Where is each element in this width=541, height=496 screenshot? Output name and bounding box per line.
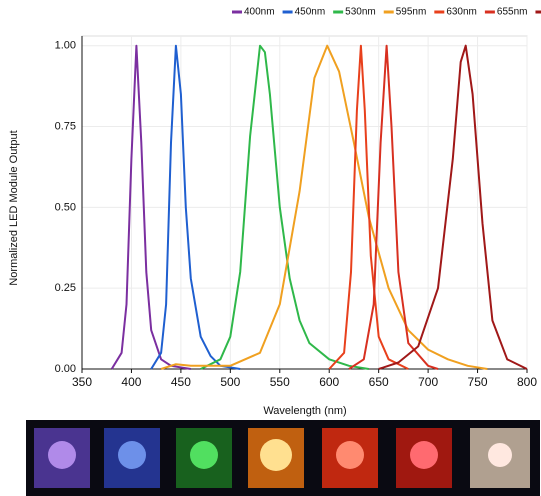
- legend-label: 400nm: [244, 7, 275, 18]
- legend-label: 450nm: [295, 7, 326, 18]
- series-line: [110, 44, 191, 370]
- x-tick-label: 750: [468, 375, 488, 389]
- plot-area: [81, 35, 528, 370]
- y-tick-label: 1.00: [55, 40, 76, 52]
- series-line: [200, 44, 369, 370]
- y-tick-label: 0.00: [55, 363, 76, 375]
- x-tick-label: 600: [319, 375, 339, 389]
- series-line: [150, 44, 241, 370]
- y-axis-label: Normalized LED Module Output: [8, 130, 20, 285]
- x-tick-label: 350: [72, 375, 92, 389]
- x-axis-label: Wavelength (nm): [263, 405, 346, 417]
- series-line: [348, 44, 439, 370]
- series-line: [328, 44, 409, 370]
- photo-strip: [26, 420, 540, 496]
- x-tick-label: 500: [220, 375, 240, 389]
- y-tick-label: 0.50: [55, 201, 76, 213]
- x-tick-label: 450: [171, 375, 191, 389]
- legend-label: 630nm: [446, 7, 477, 18]
- x-tick-label: 400: [121, 375, 141, 389]
- series-line: [160, 44, 488, 370]
- x-tick-label: 800: [517, 375, 537, 389]
- series-line: [378, 44, 528, 370]
- x-tick-label: 550: [270, 375, 290, 389]
- legend-label: 655nm: [497, 7, 528, 18]
- x-tick-label: 700: [418, 375, 438, 389]
- x-tick-label: 650: [369, 375, 389, 389]
- y-tick-label: 0.75: [55, 120, 76, 132]
- y-tick-label: 0.25: [55, 282, 76, 294]
- legend-label: 530nm: [345, 7, 376, 18]
- legend-label: 595nm: [396, 7, 427, 18]
